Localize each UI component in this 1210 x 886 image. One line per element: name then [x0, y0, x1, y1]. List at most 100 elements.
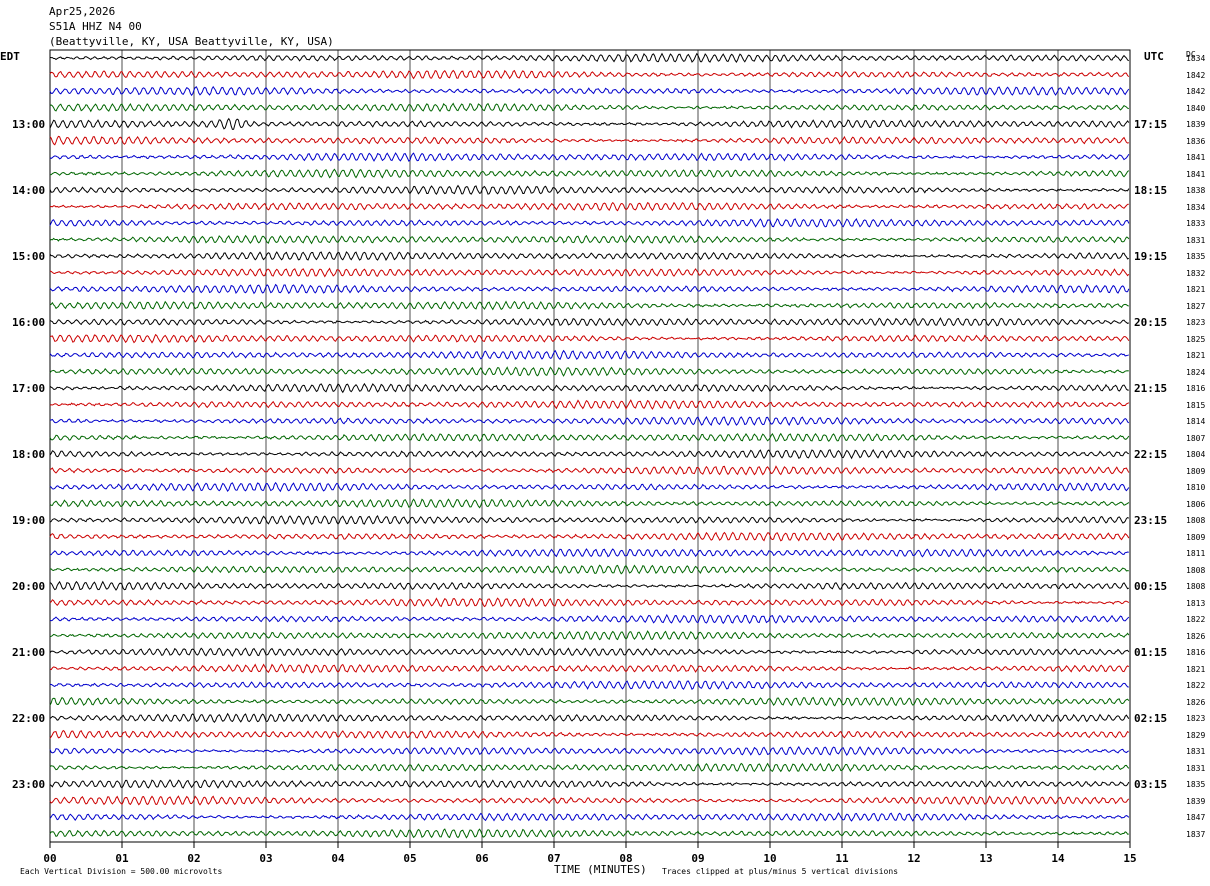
trace-line: [49, 152, 1130, 162]
dc-offset-label: 1841: [1186, 169, 1206, 179]
dc-offset-label: 1825: [1186, 334, 1206, 344]
dc-offset-label: 1816: [1186, 384, 1206, 393]
dc-offset-label: 1832: [1186, 268, 1206, 278]
trace-line: [49, 69, 1130, 80]
right-hour-label: 22:15: [1134, 448, 1168, 461]
trace-line: [49, 779, 1130, 789]
left-hour-label: 23:00: [12, 778, 46, 791]
x-tick-label: 02: [187, 852, 200, 865]
chart-station: S51A HHZ N4 00: [49, 20, 142, 33]
x-tick-label: 00: [43, 852, 56, 865]
dc-offset-label: 1837: [1186, 829, 1206, 839]
left-hour-label: 21:00: [12, 646, 46, 659]
trace-line: [49, 52, 1130, 63]
trace-line: [49, 580, 1130, 591]
x-tick-label: 15: [1123, 852, 1136, 865]
dc-offset-label: 1831: [1186, 763, 1206, 773]
dc-offset-label: 1816: [1186, 648, 1206, 657]
trace-line: [49, 498, 1130, 509]
x-axis-title: TIME (MINUTES): [554, 863, 647, 876]
dc-offset-label: 1824: [1186, 367, 1206, 377]
x-tick-label: 14: [1051, 852, 1065, 865]
left-timezone-label: EDT: [0, 50, 20, 63]
dc-offset-label: 1839: [1186, 120, 1206, 129]
dc-offset-label: 1815: [1186, 400, 1206, 410]
x-tick-label: 12: [907, 852, 920, 865]
trace-line: [49, 300, 1129, 311]
dc-offset-label: 1821: [1186, 285, 1206, 294]
right-hour-label: 00:15: [1134, 580, 1168, 593]
trace-line: [49, 647, 1130, 657]
trace-line: [49, 613, 1130, 625]
x-tick-label: 05: [403, 852, 416, 865]
trace-line: [49, 201, 1129, 212]
dc-offset-label: 1835: [1186, 780, 1206, 789]
left-hour-label: 13:00: [12, 118, 46, 131]
trace-line: [49, 531, 1130, 542]
dc-offset-label: 1826: [1186, 631, 1206, 641]
trace-line: [49, 762, 1130, 773]
dc-offset-label: 1808: [1186, 565, 1206, 575]
trace-line: [49, 102, 1129, 113]
trace-line: [49, 465, 1130, 476]
left-hour-label: 17:00: [12, 382, 46, 395]
trace-line: [49, 283, 1130, 295]
trace-line: [49, 168, 1130, 179]
right-hour-label: 20:15: [1134, 316, 1168, 329]
chart-date: Apr25,2026: [49, 5, 116, 18]
dc-offset-label: 1821: [1186, 351, 1206, 360]
dc-offset-label: 1823: [1186, 318, 1206, 327]
dc-offset-label: 1836: [1186, 136, 1206, 146]
right-hour-label: 17:15: [1134, 118, 1168, 131]
x-tick-label: 03: [259, 852, 272, 865]
right-hour-label: 18:15: [1134, 184, 1168, 197]
dc-offset-label: 1834: [1186, 202, 1206, 212]
left-hour-label: 18:00: [12, 448, 46, 461]
right-hour-label: 01:15: [1134, 646, 1168, 659]
trace-line: [49, 217, 1130, 228]
dc-offset-label: 1831: [1186, 235, 1206, 245]
trace-line: [49, 564, 1129, 575]
trace-line: [49, 680, 1129, 691]
trace-line: [49, 366, 1129, 377]
trace-line: [49, 267, 1130, 278]
trace-line: [49, 251, 1130, 261]
trace-line: [49, 382, 1129, 394]
trace-line: [49, 745, 1130, 756]
trace-line: [49, 234, 1130, 245]
dc-offset-label: 1834: [1186, 54, 1206, 63]
dc-offset-label: 1826: [1186, 697, 1206, 707]
dc-offset-label: 1829: [1186, 730, 1206, 740]
dc-offset-label: 1814: [1186, 417, 1206, 426]
dc-offset-label: 1808: [1186, 516, 1206, 525]
left-hour-label: 14:00: [12, 184, 46, 197]
right-hour-label: 19:15: [1134, 250, 1168, 263]
x-tick-label: 13: [979, 852, 992, 865]
left-hour-label: 15:00: [12, 250, 46, 263]
x-tick-label: 09: [691, 852, 704, 865]
dc-offset-label: 1835: [1186, 252, 1206, 261]
x-tick-label: 07: [547, 852, 560, 865]
x-tick-label: 01: [115, 852, 129, 865]
dc-offset-label: 1808: [1186, 582, 1206, 591]
trace-line: [49, 795, 1130, 806]
trace-line: [49, 432, 1130, 442]
dc-offset-label: 1842: [1186, 87, 1206, 96]
right-timezone-label: UTC: [1144, 50, 1164, 63]
trace-line: [49, 333, 1130, 344]
dc-offset-label: 1809: [1186, 466, 1206, 476]
dc-offset-label: 1821: [1186, 664, 1206, 674]
trace-line: [49, 548, 1129, 558]
left-hour-label: 19:00: [12, 514, 46, 527]
trace-line: [49, 696, 1130, 707]
dc-offset-label: 1822: [1186, 681, 1206, 690]
plot-frame: [49, 49, 1131, 843]
chart-location: (Beattyville, KY, USA Beattyville, KY, U…: [49, 35, 334, 48]
right-hour-label: 03:15: [1134, 778, 1168, 791]
trace-line: [49, 663, 1130, 674]
trace-line: [49, 449, 1130, 460]
trace-line: [49, 117, 1130, 130]
trace-line: [49, 85, 1130, 97]
dc-offset-label: 1823: [1186, 714, 1206, 723]
dc-offset-label: 1831: [1186, 747, 1206, 756]
